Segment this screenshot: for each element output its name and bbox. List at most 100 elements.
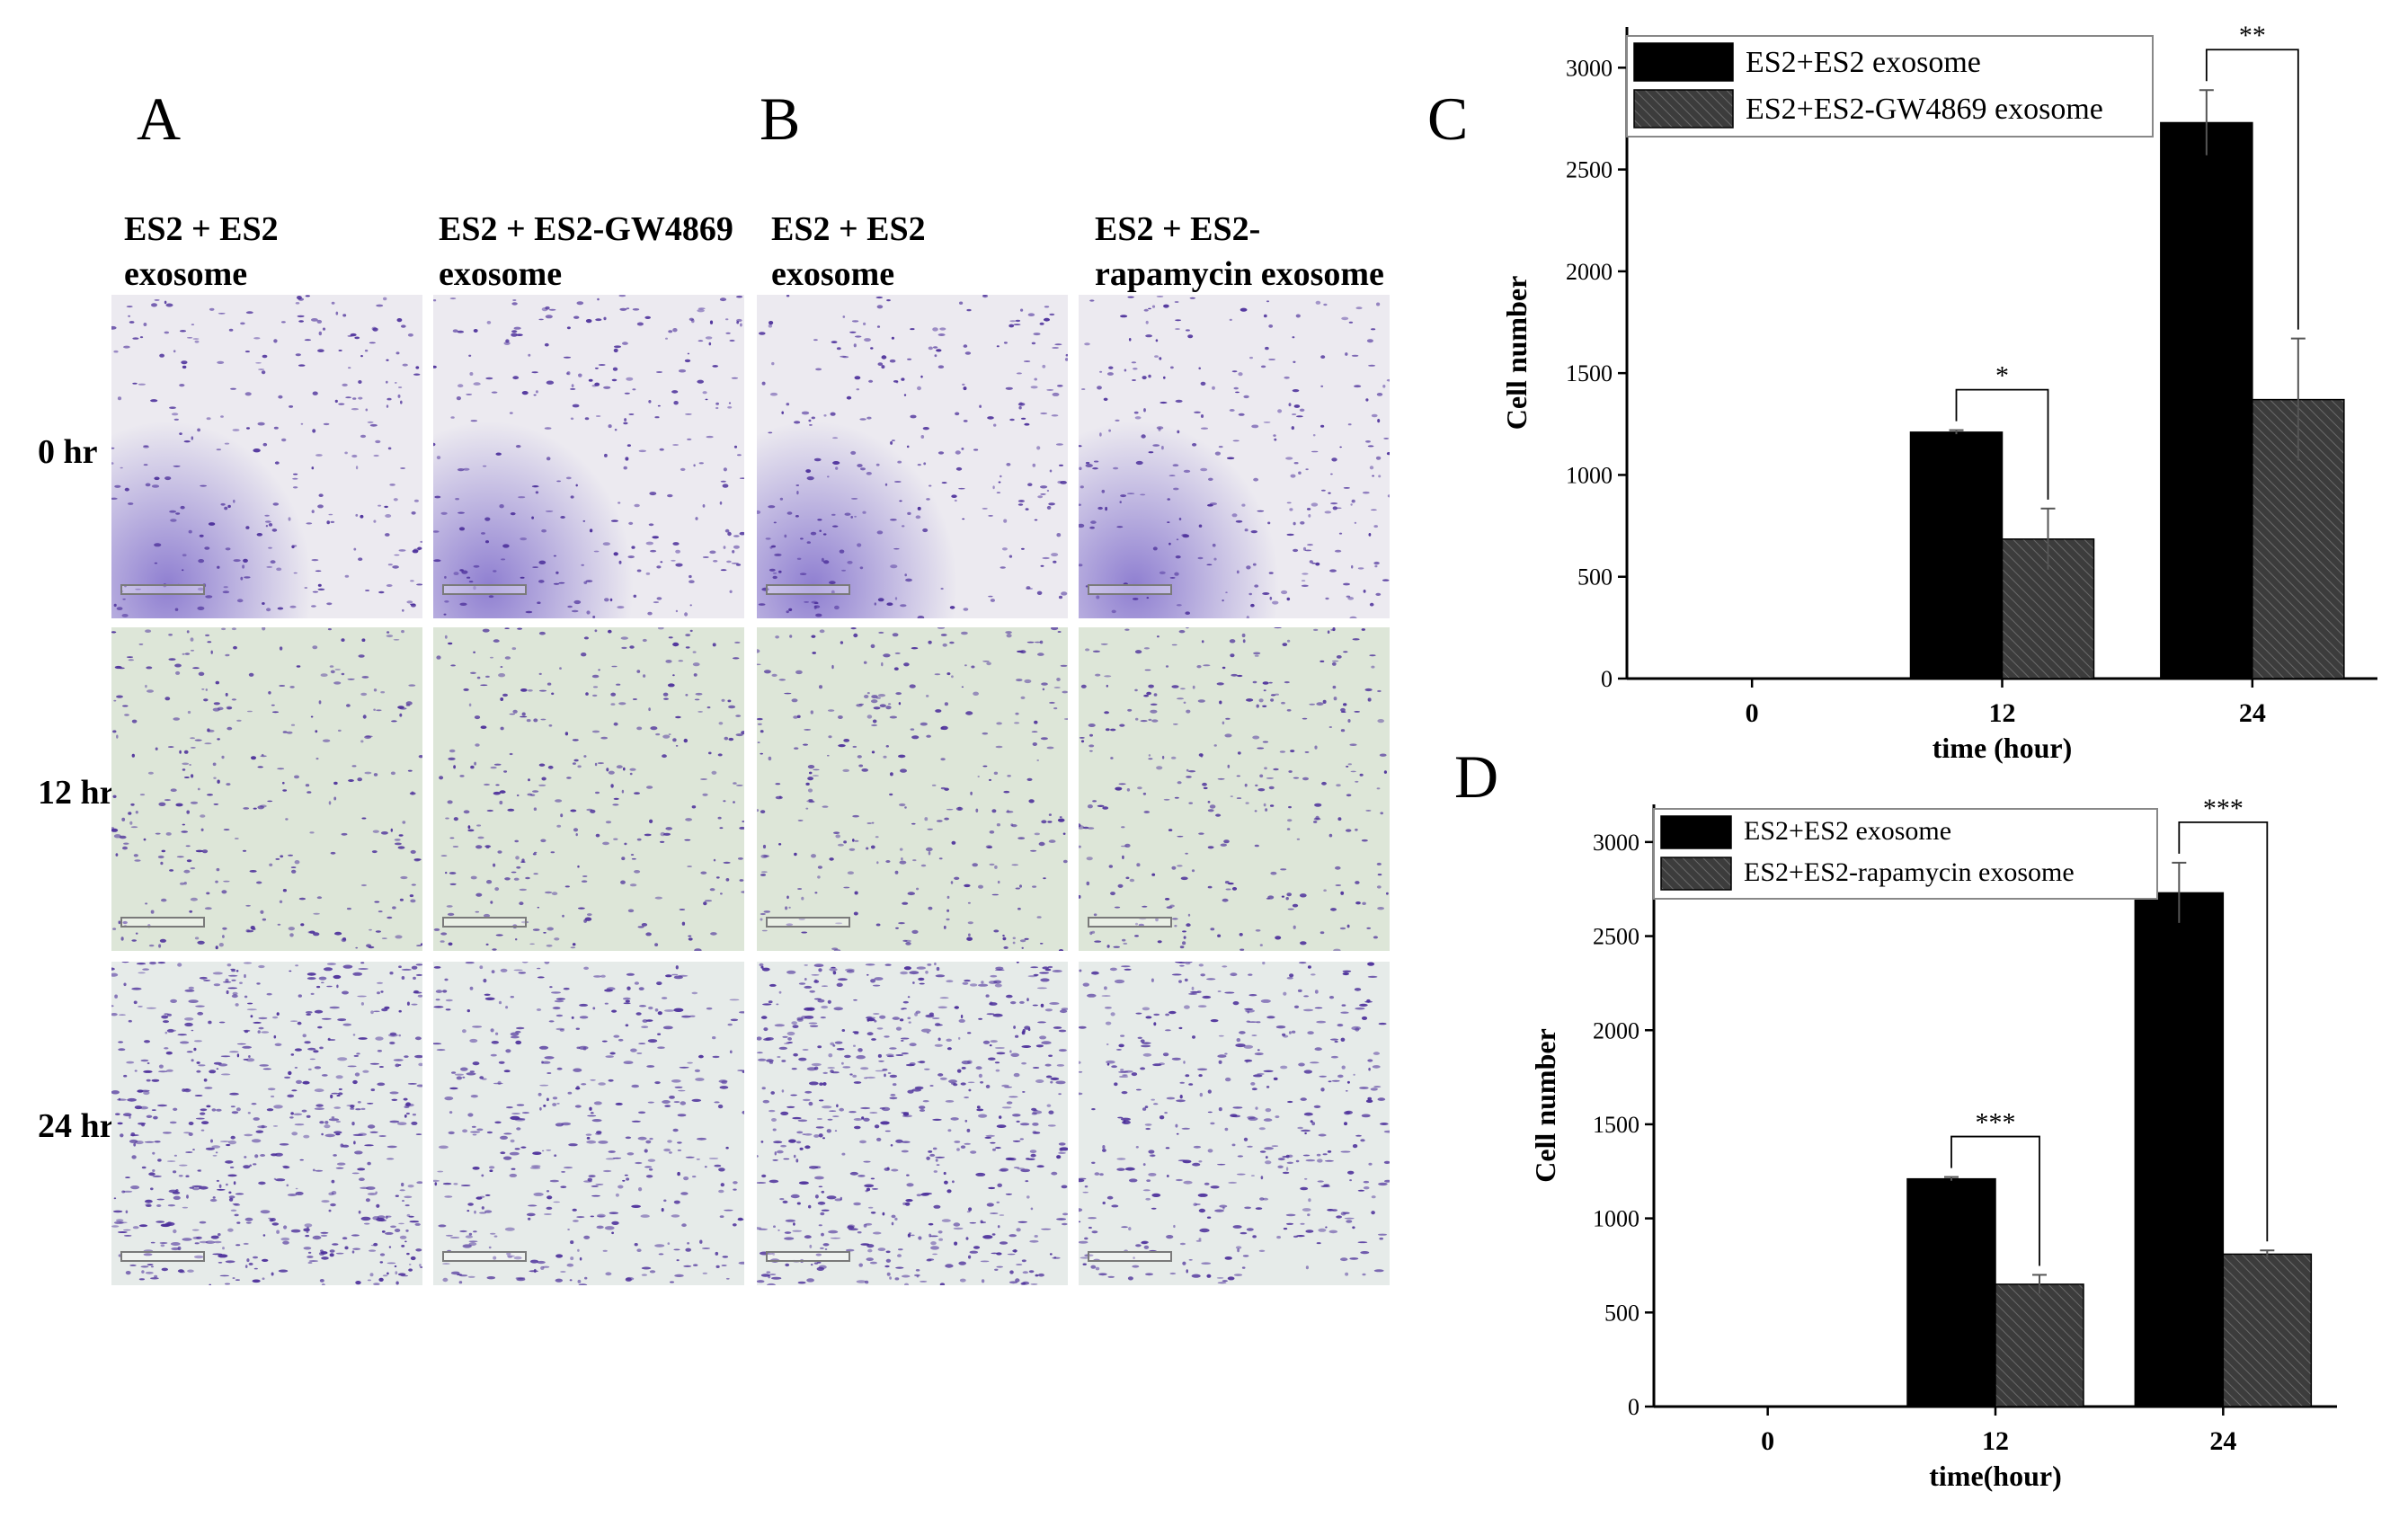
column-label-line: exosome — [124, 255, 248, 293]
bar — [1906, 1177, 1996, 1407]
cell-stain-pattern — [111, 962, 422, 1285]
column-label-line: ES2 + ES2-GW4869 — [439, 210, 733, 248]
micrograph — [433, 295, 744, 618]
row-label-24hr: 24 hr — [38, 1107, 115, 1145]
x-tick-label: 24 — [2209, 1426, 2236, 1456]
x-tick-label: 24 — [2239, 698, 2266, 728]
y-axis-label: Cell number — [1500, 276, 1533, 431]
y-tick-label: 500 — [1604, 1300, 1639, 1326]
y-tick-label: 3000 — [1566, 55, 1613, 81]
bar — [1995, 1283, 2084, 1407]
micrograph — [757, 962, 1068, 1285]
y-tick-label: 0 — [1628, 1394, 1639, 1420]
y-tick-label: 1000 — [1593, 1206, 1639, 1232]
legend-swatch — [1633, 89, 1734, 129]
column-label-line: ES2 + ES2 — [124, 210, 279, 248]
legend-label: ES2+ES2-rapamycin exosome — [1744, 857, 2075, 887]
legend-swatch — [1633, 42, 1734, 82]
y-tick-label: 500 — [1577, 564, 1613, 590]
legend-swatch — [1660, 857, 1732, 891]
column-label-line: exosome — [771, 255, 895, 293]
y-tick-label: 0 — [1601, 666, 1613, 692]
scale-bar — [120, 1251, 205, 1262]
cell-stain-pattern — [111, 627, 422, 950]
y-tick-label: 2500 — [1593, 924, 1639, 950]
y-tick-label: 2500 — [1566, 157, 1613, 183]
legend-label: ES2+ES2 exosome — [1746, 46, 1981, 79]
micrograph — [111, 962, 422, 1285]
scale-bar — [120, 917, 205, 928]
legend-box — [1653, 808, 2158, 900]
significance-bracket — [2178, 821, 2269, 1242]
y-tick-label: 1500 — [1566, 360, 1613, 386]
scale-bar — [1088, 584, 1172, 595]
significance-bracket — [1950, 1135, 2040, 1266]
bar — [2160, 121, 2253, 679]
column-label-line: exosome — [439, 255, 563, 293]
column-label-b1: ES2 + ES2 exosome — [771, 207, 1095, 297]
scale-bar — [442, 917, 527, 928]
y-tick-label: 3000 — [1593, 830, 1639, 856]
cell-stain-pattern — [757, 627, 1068, 951]
cell-stain-pattern — [1079, 296, 1390, 618]
column-label-a1: ES2 + ES2 exosome — [124, 207, 448, 297]
significance-label: * — [1995, 361, 2009, 391]
legend-label: ES2+ES2 exosome — [1744, 816, 1951, 846]
panel-letter-d: D — [1454, 742, 1499, 811]
y-tick-label: 1500 — [1593, 1112, 1639, 1138]
bar — [2134, 892, 2225, 1407]
cell-stain-pattern — [111, 295, 422, 617]
cell-stain-pattern — [1079, 627, 1389, 951]
column-label-a2: ES2 + ES2-GW4869 exosome — [439, 207, 762, 297]
scale-bar — [442, 1251, 527, 1262]
x-axis-label: time(hour) — [1929, 1460, 2062, 1492]
micrograph — [1079, 627, 1390, 951]
y-tick-label: 2000 — [1593, 1017, 1639, 1043]
significance-label: *** — [1976, 1108, 2016, 1138]
x-tick-label: 0 — [1761, 1426, 1774, 1456]
column-label-line: ES2 + ES2- — [1095, 210, 1261, 248]
cell-stain-pattern — [757, 962, 1068, 1285]
scale-bar — [1088, 1251, 1172, 1262]
panel-letter-b: B — [760, 84, 801, 153]
significance-label: *** — [2203, 794, 2244, 823]
y-tick-label: 1000 — [1566, 462, 1613, 488]
cell-stain-pattern — [433, 627, 744, 951]
micrograph — [1079, 962, 1390, 1285]
micrograph — [111, 627, 422, 951]
significance-label: ** — [2239, 21, 2266, 50]
micrograph — [433, 962, 744, 1285]
x-tick-label: 0 — [1746, 698, 1759, 728]
cell-stain-pattern — [1079, 962, 1390, 1284]
micrograph — [757, 295, 1068, 618]
legend-swatch — [1660, 815, 1732, 849]
micrograph — [111, 295, 422, 618]
scale-bar — [766, 1251, 850, 1262]
y-tick-label: 2000 — [1566, 259, 1613, 285]
x-axis-label: time (hour) — [1933, 732, 2073, 764]
bar — [1909, 431, 2004, 679]
cell-stain-pattern — [433, 295, 744, 618]
cell-stain-pattern — [433, 962, 744, 1285]
row-label-0hr: 0 hr — [38, 433, 98, 471]
scale-bar — [1088, 917, 1172, 928]
bar-chart-d: 0 500 1000 1500 2000 2500 3000 0 12 24 *** *** time(… — [1529, 794, 2337, 1492]
column-label-b2: ES2 + ES2- rapamycin exosome — [1095, 207, 1418, 297]
row-label-12hr: 12 hr — [38, 774, 115, 812]
panel-letter-a: A — [137, 84, 182, 153]
y-axis-label: Cell number — [1529, 1028, 1561, 1183]
panel-letter-c: C — [1427, 84, 1469, 153]
micrograph — [1079, 295, 1390, 618]
significance-bracket — [2205, 49, 2299, 330]
cell-stain-pattern — [757, 295, 1068, 618]
column-label-line: ES2 + ES2 — [771, 210, 926, 248]
scale-bar — [442, 584, 527, 595]
bar — [2222, 1253, 2313, 1407]
scale-bar — [766, 917, 850, 928]
x-tick-label: 12 — [1989, 698, 2016, 728]
significance-bracket — [1955, 388, 2049, 500]
scale-bar — [120, 584, 205, 595]
column-label-line: rapamycin exosome — [1095, 255, 1384, 293]
legend-label: ES2+ES2-GW4869 exosome — [1746, 93, 2103, 126]
